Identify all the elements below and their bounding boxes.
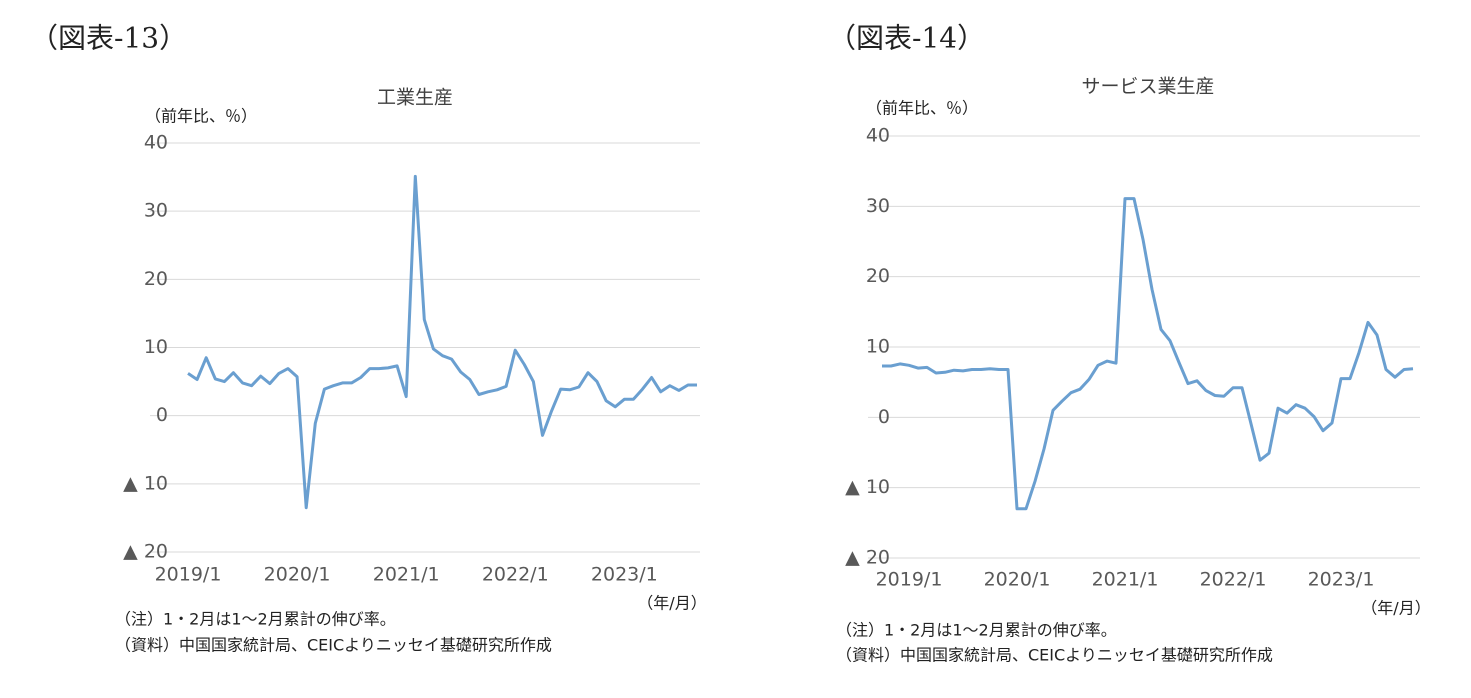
note: （資料）中国国家統計局、CEICよりニッセイ基礎研究所作成 bbox=[836, 646, 1273, 665]
x-tick-label: 2021/1 bbox=[1092, 569, 1159, 591]
y-tick-label: 0 bbox=[156, 404, 168, 426]
y-tick-label: 10 bbox=[144, 336, 168, 358]
x-axis-unit: （年/月） bbox=[637, 594, 706, 613]
y-tick-label: 0 bbox=[878, 406, 890, 428]
chart-title: 工業生産 bbox=[377, 87, 453, 109]
y-tick-label: 10 bbox=[866, 336, 890, 358]
x-tick-label: 2023/1 bbox=[591, 564, 658, 586]
y-tick-label: ▲ 10 bbox=[845, 476, 890, 498]
x-tick-label: 2022/1 bbox=[482, 564, 549, 586]
chart: （図表-13） 工業生産 （前年比、％） （年/月） （注）1・2月は1～2月累計の伸び… bbox=[30, 22, 707, 655]
y-tick-label: ▲ 20 bbox=[123, 541, 168, 563]
chart-title: サービス業生産 bbox=[1081, 76, 1214, 98]
figure-label: （図表-13） bbox=[30, 22, 187, 55]
y-tick-label: 20 bbox=[144, 268, 168, 290]
x-tick-label: 2021/1 bbox=[373, 564, 440, 586]
note: （注）1・2月は1～2月累計の伸び率。 bbox=[115, 610, 396, 629]
x-tick-label: 2020/1 bbox=[264, 564, 331, 586]
y-tick-label: ▲ 10 bbox=[123, 472, 168, 494]
y-axis-unit: （前年比、％） bbox=[145, 107, 257, 126]
line-series bbox=[187, 174, 697, 510]
note: （注）1・2月は1～2月累計の伸び率。 bbox=[836, 621, 1117, 640]
x-tick-label: 2019/1 bbox=[155, 564, 222, 586]
y-tick-label: 40 bbox=[144, 132, 168, 154]
figure-label: （図表-14） bbox=[828, 22, 985, 55]
note: （資料）中国国家統計局、CEICよりニッセイ基礎研究所作成 bbox=[115, 636, 552, 655]
x-tick-label: 2020/1 bbox=[984, 569, 1051, 591]
chart: （図表-14） サービス業生産 （前年比、％） （年/月） （注）1・2月は1～2月累計… bbox=[828, 22, 1431, 665]
y-tick-label: 30 bbox=[144, 200, 168, 222]
x-tick-label: 2019/1 bbox=[876, 569, 943, 591]
x-axis-unit: （年/月） bbox=[1361, 599, 1430, 618]
y-axis-unit: （前年比、％） bbox=[866, 99, 978, 118]
x-tick-label: 2023/1 bbox=[1308, 569, 1375, 591]
x-tick-label: 2022/1 bbox=[1200, 569, 1267, 591]
y-tick-label: 40 bbox=[866, 125, 890, 147]
y-tick-label: ▲ 20 bbox=[845, 547, 890, 569]
y-tick-label: 20 bbox=[866, 265, 890, 287]
line-series bbox=[882, 197, 1414, 511]
y-tick-label: 30 bbox=[866, 195, 890, 217]
